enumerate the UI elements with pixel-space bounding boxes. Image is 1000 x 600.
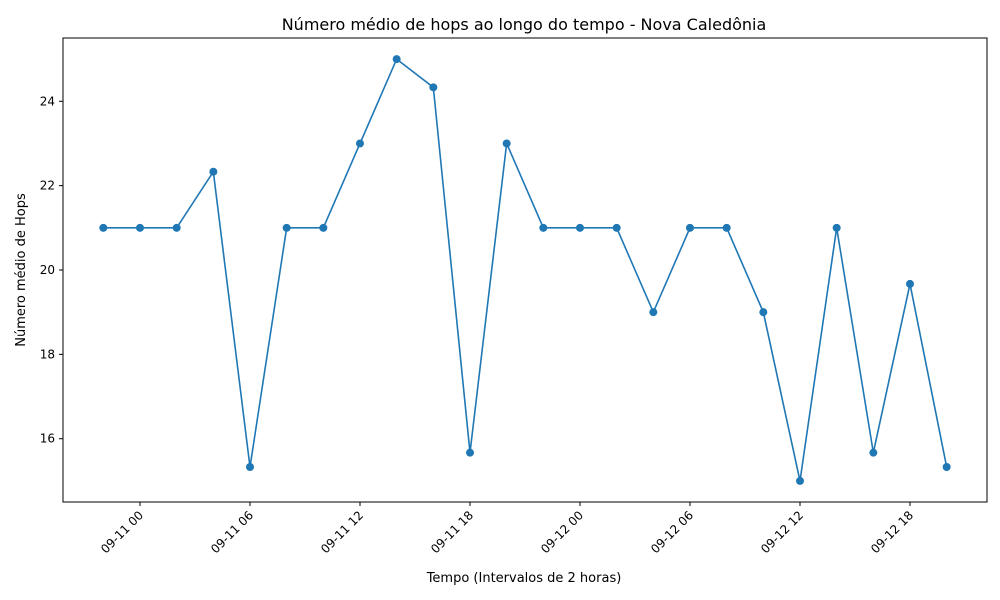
x-tick-label: 09-11 00 bbox=[98, 508, 146, 556]
series-line bbox=[103, 57, 948, 482]
data-point bbox=[649, 308, 658, 317]
y-tick-label: 22 bbox=[40, 179, 55, 193]
data-point bbox=[356, 139, 364, 148]
data-point bbox=[172, 223, 181, 232]
data-point bbox=[392, 55, 401, 64]
data-point bbox=[466, 448, 474, 457]
data-point bbox=[612, 223, 621, 232]
data-point bbox=[942, 462, 951, 471]
y-tick-label: 16 bbox=[40, 432, 55, 446]
data-point bbox=[759, 308, 768, 317]
x-tick-label: 09-12 06 bbox=[648, 508, 696, 556]
x-axis-label: Tempo (Intervalos de 2 horas) bbox=[426, 571, 622, 586]
data-point bbox=[136, 223, 144, 232]
chart-title: Número médio de hops ao longo do tempo -… bbox=[282, 15, 767, 34]
data-point bbox=[502, 139, 511, 148]
data-point bbox=[282, 223, 291, 232]
data-point bbox=[576, 223, 584, 232]
x-tick-label: 09-11 06 bbox=[208, 508, 256, 556]
plot-area: 16 18 20 22 24 09-11 00 09-11 06 09-11 12 09-11 … bbox=[40, 37, 988, 556]
data-point bbox=[796, 476, 804, 485]
x-tick-label: 09-11 12 bbox=[318, 508, 366, 556]
x-tick-label: 09-12 00 bbox=[538, 508, 586, 556]
data-point bbox=[906, 279, 914, 288]
data-point bbox=[539, 223, 548, 232]
y-tick-label: 20 bbox=[40, 263, 55, 277]
data-point bbox=[869, 448, 878, 457]
x-tick-label: 09-11 18 bbox=[428, 508, 476, 556]
data-point bbox=[209, 167, 218, 176]
data-point bbox=[686, 223, 694, 232]
data-point bbox=[99, 223, 108, 232]
data-point bbox=[429, 83, 438, 92]
y-tick-label: 24 bbox=[40, 94, 55, 108]
y-tick-label: 18 bbox=[40, 347, 55, 361]
data-point bbox=[319, 223, 328, 232]
axes-frame bbox=[62, 37, 988, 503]
y-axis-label: Número médio de Hops bbox=[14, 193, 29, 347]
x-tick-label: 09-12 18 bbox=[868, 508, 916, 556]
data-point bbox=[832, 223, 841, 232]
data-point bbox=[722, 223, 731, 232]
x-tick-label: 09-12 12 bbox=[758, 508, 806, 556]
data-point bbox=[246, 462, 254, 471]
